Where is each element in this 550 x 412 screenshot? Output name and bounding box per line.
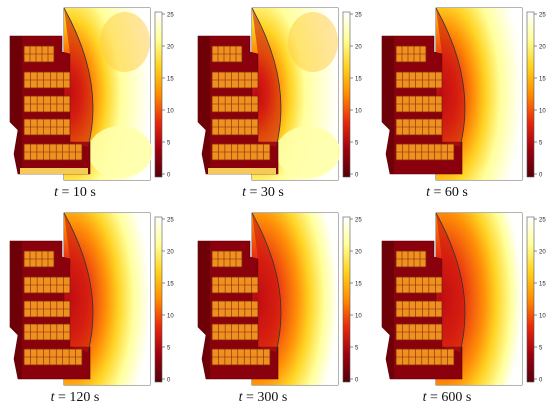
time-value: = 120 s	[54, 390, 100, 405]
time-caption: t = 60 s	[372, 185, 522, 201]
colorbar	[154, 216, 163, 383]
colorbar-tick-label: 0	[355, 173, 359, 179]
colorbar	[342, 11, 351, 178]
temperature-field: 25 20 15 10 5 0	[9, 212, 174, 386]
colorbar-tick-label: 10	[539, 109, 546, 115]
colorbar-tick-label: 5	[355, 346, 359, 352]
temperature-field: 25 20 15 10 5 0	[197, 7, 362, 181]
colorbar-tick-label: 0	[355, 378, 359, 384]
colorbar-tick-label: 25	[539, 218, 546, 224]
colorbar-tick-label: 25	[355, 218, 362, 224]
colorbar	[342, 216, 351, 383]
colorbar-tick-label: 10	[167, 314, 174, 320]
colorbar	[526, 216, 535, 383]
temperature-field: 25 20 15 10 5 0	[381, 7, 546, 181]
colorbar-tick-label: 15	[167, 282, 174, 288]
colorbar-tick-label: 5	[539, 346, 543, 352]
temperature-field: 25 20 15 10 5 0	[381, 212, 546, 386]
colorbar-tick-label: 0	[539, 378, 543, 384]
colorbar-tick-label: 5	[539, 141, 543, 147]
colorbar-tick-label: 20	[539, 45, 546, 51]
colorbar-tick-label: 15	[167, 77, 174, 83]
colorbar-tick-label: 20	[355, 45, 362, 51]
colorbar-tick-label: 5	[167, 346, 171, 352]
contour-panel: 25 20 15 10 5 0 t = 30 s	[188, 2, 371, 207]
time-value: = 60 s	[430, 185, 468, 200]
time-variable: t	[242, 185, 247, 200]
time-value: = 600 s	[426, 390, 472, 405]
colorbar-tick-label: 10	[355, 109, 362, 115]
contour-panel: 25 20 15 10 5 0 t = 600 s	[372, 207, 550, 412]
colorbar-tick-label: 5	[355, 141, 359, 147]
colorbar-tick-label: 20	[167, 45, 174, 51]
colorbar-tick-label: 15	[355, 282, 362, 288]
contour-panel: 25 20 15 10 5 0 t = 60 s	[372, 2, 550, 207]
colorbar-tick-label: 20	[167, 250, 174, 256]
time-caption: t = 120 s	[0, 390, 150, 406]
contour-panel: 25 20 15 10 5 0 t = 120 s	[0, 207, 183, 412]
time-value: = 30 s	[246, 185, 284, 200]
time-variable: t	[54, 185, 59, 200]
colorbar-tick-label: 15	[539, 282, 546, 288]
time-caption: t = 30 s	[188, 185, 338, 201]
colorbar-tick-label: 15	[539, 77, 546, 83]
colorbar-tick-label: 25	[167, 218, 174, 224]
colorbar-tick-label: 10	[539, 314, 546, 320]
contour-panel: 25 20 15 10 5 0 t = 10 s	[0, 2, 183, 207]
colorbar-tick-label: 5	[167, 141, 171, 147]
time-caption: t = 10 s	[0, 185, 150, 201]
colorbar-tick-label: 25	[355, 13, 362, 19]
colorbar-tick-label: 15	[355, 77, 362, 83]
colorbar	[154, 11, 163, 178]
time-caption: t = 300 s	[188, 390, 338, 406]
colorbar-tick-label: 0	[539, 173, 543, 179]
colorbar-tick-label: 20	[355, 250, 362, 256]
temperature-field: 25 20 15 10 5 0	[197, 212, 362, 386]
time-value: = 300 s	[242, 390, 288, 405]
colorbar-tick-label: 10	[167, 109, 174, 115]
time-caption: t = 600 s	[372, 390, 522, 406]
colorbar	[526, 11, 535, 178]
time-variable: t	[238, 390, 243, 405]
colorbar-tick-label: 0	[167, 173, 171, 179]
colorbar-tick-label: 25	[539, 13, 546, 19]
colorbar-tick-label: 0	[167, 378, 171, 384]
colorbar-tick-label: 10	[355, 314, 362, 320]
contour-panel: 25 20 15 10 5 0 t = 300 s	[188, 207, 371, 412]
time-variable: t	[422, 390, 427, 405]
time-variable: t	[426, 185, 431, 200]
colorbar-tick-label: 20	[539, 250, 546, 256]
temperature-field: 25 20 15 10 5 0	[9, 7, 174, 181]
time-variable: t	[50, 390, 55, 405]
colorbar-tick-label: 25	[167, 13, 174, 19]
time-value: = 10 s	[58, 185, 96, 200]
